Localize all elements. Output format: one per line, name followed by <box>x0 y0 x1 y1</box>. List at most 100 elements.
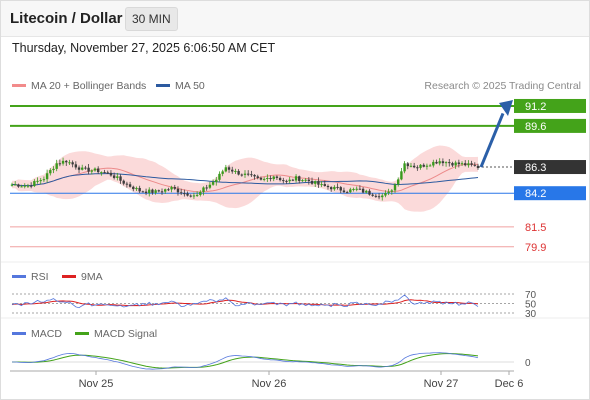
candle-body <box>444 162 448 164</box>
candle-body <box>195 194 199 196</box>
candle-body <box>221 171 224 174</box>
candle-body <box>409 165 413 167</box>
timestamp: Thursday, November 27, 2025 6:06:50 AM C… <box>12 41 276 55</box>
candle-body <box>23 185 26 187</box>
candle-body <box>240 174 244 176</box>
candle-body <box>262 178 266 180</box>
candle-body <box>36 180 39 182</box>
candle-body <box>205 187 208 189</box>
candle-body <box>432 161 435 166</box>
candle-body <box>164 189 167 192</box>
candle-body <box>29 185 33 187</box>
candle-body <box>151 189 154 193</box>
level-label-81.5: 81.5 <box>525 222 546 234</box>
candle-body <box>428 165 432 167</box>
x-label-3: Dec 6 <box>495 378 524 390</box>
candle-body <box>339 187 342 191</box>
candle-body <box>199 191 202 195</box>
candle-body <box>13 184 17 186</box>
legend-macd-signal-label: MACD Signal <box>94 328 158 340</box>
candle-body <box>81 167 84 170</box>
candle-body <box>116 176 119 178</box>
candle-body <box>368 190 371 195</box>
candle-body <box>90 170 93 172</box>
candle-body <box>234 170 237 172</box>
candle-body <box>329 187 333 190</box>
candle-body <box>419 164 422 168</box>
candle-body <box>231 169 234 172</box>
candle-body <box>384 193 387 196</box>
legend-rsi-label: RSI <box>31 271 49 283</box>
candle-body <box>349 189 352 193</box>
candle-body <box>298 176 301 182</box>
macd-line <box>11 352 479 370</box>
candle-body <box>106 172 109 174</box>
candle-body <box>58 163 62 165</box>
candle-body <box>342 190 346 193</box>
candle-body <box>49 170 52 174</box>
candle-body <box>189 195 192 197</box>
candle-body <box>317 181 320 185</box>
candle-body <box>291 179 295 181</box>
candle-body <box>259 177 263 180</box>
candle-body <box>71 162 74 165</box>
candle-body <box>476 165 480 169</box>
candle-body <box>377 196 381 198</box>
candle-body <box>333 186 336 190</box>
candle-body <box>192 195 196 197</box>
rsi-line <box>11 294 479 309</box>
candle-body <box>390 190 394 192</box>
candle-body <box>202 187 205 192</box>
x-label-2: Nov 27 <box>424 378 459 390</box>
level-label-89.6: 89.6 <box>525 121 546 133</box>
candle-body <box>460 163 464 165</box>
level-label-79.9: 79.9 <box>525 242 546 254</box>
interval-button[interactable]: 30 MIN <box>125 7 178 31</box>
legend-ma20-label: MA 20 + Bollinger Bands <box>31 80 147 92</box>
x-label-1: Nov 26 <box>252 378 287 390</box>
candle-body <box>269 178 272 180</box>
candle-body <box>425 165 429 167</box>
candle-body <box>61 160 65 164</box>
candle-body <box>215 179 218 183</box>
candle-body <box>441 161 445 164</box>
candle-body <box>74 164 78 168</box>
candle-body <box>326 185 330 188</box>
candle-body <box>132 186 135 190</box>
candle-body <box>320 184 323 186</box>
forecast-arrowhead <box>499 100 513 116</box>
candle-body <box>179 192 183 194</box>
candle-body <box>406 163 409 167</box>
candle-body <box>68 162 71 164</box>
candle-body <box>176 188 180 193</box>
candle-body <box>397 179 400 185</box>
candle-body <box>17 184 20 187</box>
credit-text: Research © 2025 Trading Central <box>424 80 581 92</box>
ma9-swatch <box>62 274 76 278</box>
bollinger-band <box>12 145 478 212</box>
candle-body <box>438 161 441 164</box>
candle-body <box>10 184 14 186</box>
candle-body <box>183 193 186 195</box>
macd-signal-swatch <box>75 331 89 335</box>
candle-body <box>122 180 125 184</box>
candle-body <box>422 164 425 167</box>
candle-body <box>128 184 132 187</box>
candle-body <box>361 188 365 193</box>
candle-body <box>304 179 307 181</box>
candle-body <box>160 191 164 193</box>
candle-body <box>144 191 148 194</box>
candle-body <box>103 172 106 174</box>
ma20-swatch <box>12 83 26 87</box>
candle-body <box>371 194 374 196</box>
candle-body <box>336 186 339 188</box>
candle-body <box>42 179 46 181</box>
candle-body <box>148 189 151 194</box>
macd-swatch <box>12 331 26 335</box>
candle-body <box>275 176 279 178</box>
candle-body <box>272 176 275 180</box>
x-label-0: Nov 25 <box>79 378 114 390</box>
candle-body <box>454 162 457 166</box>
legend-rsi: RSI <box>12 271 49 283</box>
